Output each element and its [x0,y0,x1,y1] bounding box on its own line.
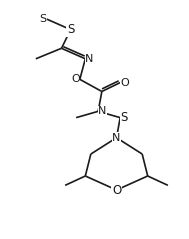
Text: N: N [85,54,94,64]
Text: S: S [120,111,128,124]
Text: S: S [67,23,74,36]
Text: O: O [112,184,121,196]
Text: N: N [112,133,121,143]
Text: S: S [40,14,47,24]
Text: O: O [71,74,80,84]
Text: O: O [120,78,129,88]
Text: N: N [98,106,107,116]
